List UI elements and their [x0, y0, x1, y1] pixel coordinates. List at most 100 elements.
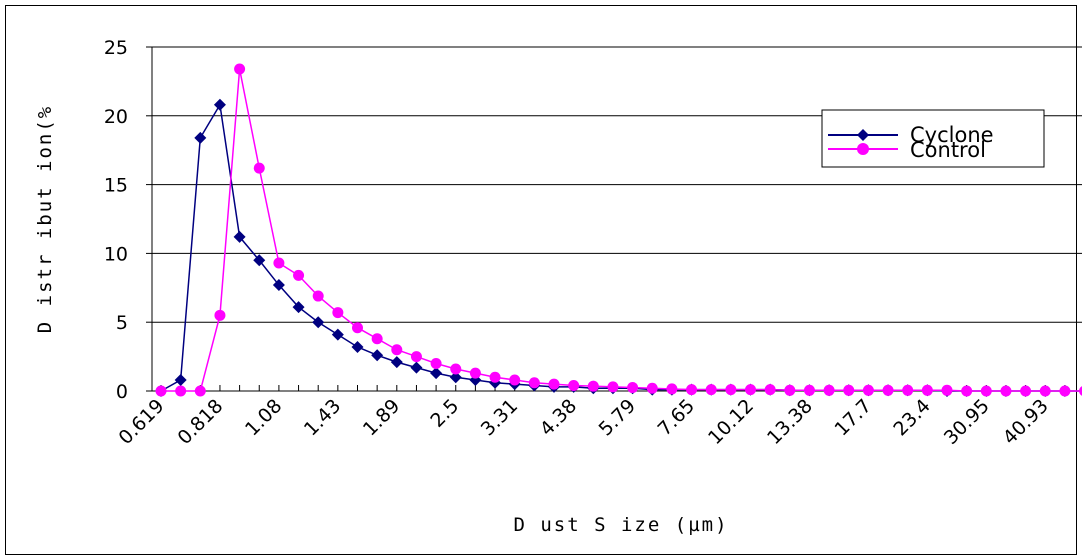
data-point-cyclone — [331, 328, 344, 341]
x-tick-label: 4.38 — [536, 395, 581, 440]
data-point-control — [489, 371, 501, 383]
data-point-control — [332, 307, 344, 319]
data-point-control — [528, 377, 540, 389]
legend: Cyclone Control — [821, 109, 1045, 168]
data-point-control — [587, 380, 599, 392]
data-point-control — [941, 384, 953, 396]
data-point-control — [175, 385, 187, 397]
x-tick-label: 2.5 — [426, 395, 463, 432]
y-tick-label: 15 — [104, 175, 128, 197]
x-tick-label: 0.818 — [173, 395, 227, 449]
data-point-control — [214, 309, 226, 321]
data-point-cyclone — [312, 316, 325, 329]
data-point-control — [745, 384, 756, 396]
data-point-control — [568, 379, 580, 391]
series-control — [155, 63, 1082, 397]
y-tick-label: 0 — [116, 381, 128, 403]
data-point-control — [627, 382, 639, 394]
data-point-control — [666, 383, 678, 395]
data-point-control — [1039, 385, 1051, 397]
chart-frame — [5, 5, 1077, 555]
data-point-cyclone — [194, 131, 207, 144]
data-point-control — [293, 269, 305, 281]
y-axis-title: D istr ibut ion(% — [34, 105, 56, 333]
x-axis-title: D ust S ize (µm) — [513, 514, 728, 536]
data-point-cyclone — [292, 301, 305, 314]
data-point-cyclone — [390, 356, 403, 369]
x-tick-label: 1.08 — [241, 395, 286, 440]
x-tick-label: 3.31 — [477, 395, 522, 440]
data-point-control — [921, 384, 933, 396]
data-point-cyclone — [430, 367, 443, 380]
data-point-cyclone — [371, 349, 384, 362]
data-point-control — [882, 384, 894, 396]
data-point-control — [961, 385, 973, 397]
data-point-control — [371, 333, 383, 345]
data-point-control — [784, 384, 796, 396]
data-point-cyclone — [410, 361, 423, 374]
y-tick-label: 20 — [104, 106, 128, 128]
gridlines — [146, 46, 1082, 392]
x-ticks: 0.619 0.818 1.08 1.43 1.89 2.5 3.31 4.38 5.79 7.6… — [115, 385, 1066, 449]
data-point-cyclone — [174, 373, 187, 386]
data-point-control — [803, 384, 815, 396]
data-point-control — [1079, 386, 1082, 396]
data-point-control — [253, 162, 265, 174]
data-point-control — [725, 384, 737, 396]
data-point-control — [430, 357, 442, 369]
data-point-control — [980, 385, 992, 397]
y-tick-labels: 0 5 10 15 20 25 — [104, 37, 128, 403]
x-tick-label: 5.79 — [595, 395, 640, 440]
data-point-control — [391, 344, 403, 356]
legend-label-cyclone: Cyclone — [910, 123, 994, 147]
data-point-cyclone — [449, 371, 462, 384]
data-point-control — [902, 384, 914, 396]
x-tick-label: 10.12 — [704, 395, 758, 449]
x-tick-label: 23.4 — [889, 395, 934, 440]
x-tick-label: 0.619 — [115, 395, 169, 449]
legend-box — [821, 109, 1045, 168]
data-point-cyclone — [213, 98, 226, 111]
y-tick-label: 5 — [116, 312, 128, 334]
data-point-control — [705, 384, 717, 396]
data-point-control — [509, 374, 521, 386]
legend-label-control: Control — [910, 138, 986, 162]
data-point-control — [646, 382, 658, 394]
data-point-control — [823, 384, 835, 396]
series-layer — [155, 63, 1082, 397]
data-point-control — [548, 378, 560, 390]
data-point-control — [234, 63, 246, 75]
data-point-control — [686, 384, 698, 396]
y-tick-label: 10 — [104, 243, 128, 265]
data-point-control — [450, 363, 462, 375]
data-point-control — [469, 367, 481, 379]
y-tick-label: 25 — [104, 37, 128, 59]
data-point-cyclone — [351, 340, 364, 353]
x-tick-label: 17.7 — [830, 395, 875, 440]
data-point-control — [155, 385, 167, 397]
legend-marker-control — [857, 143, 869, 155]
data-point-control — [194, 385, 206, 397]
x-tick-label: 13.38 — [763, 395, 817, 449]
x-tick-label: 7.65 — [654, 395, 699, 440]
data-point-control — [1000, 385, 1012, 397]
data-point-control — [312, 290, 324, 302]
data-point-cyclone — [233, 230, 246, 243]
data-point-control — [607, 381, 619, 393]
data-point-cyclone — [253, 254, 266, 267]
data-point-control — [1059, 385, 1071, 397]
data-point-control — [1020, 385, 1032, 397]
x-tick-label: 1.43 — [300, 395, 345, 440]
x-tick-label: 40.93 — [999, 395, 1053, 449]
data-point-control — [843, 384, 855, 396]
axes — [151, 47, 1082, 392]
x-tick-label: 30.95 — [940, 395, 994, 449]
data-point-control — [410, 351, 422, 363]
data-point-control — [862, 384, 874, 396]
data-point-control — [273, 257, 285, 269]
x-tick-label: 1.89 — [359, 395, 404, 440]
data-point-control — [352, 322, 363, 334]
data-point-control — [764, 384, 776, 396]
legend-marker-cyclone — [857, 129, 869, 141]
